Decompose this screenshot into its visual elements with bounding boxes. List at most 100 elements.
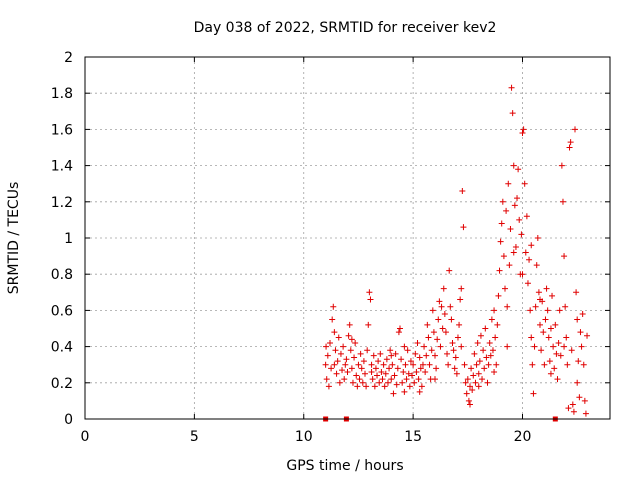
data-point	[565, 405, 572, 412]
data-point	[372, 365, 379, 372]
data-point	[523, 213, 530, 220]
data-point	[441, 311, 448, 318]
data-point	[395, 329, 402, 336]
data-point	[339, 367, 346, 374]
data-point	[449, 339, 456, 346]
data-point	[380, 361, 387, 368]
data-point	[353, 372, 360, 379]
data-point	[324, 352, 331, 359]
data-point	[421, 343, 428, 350]
data-point	[579, 311, 586, 318]
data-point	[491, 368, 498, 375]
data-point	[440, 285, 447, 292]
data-point	[509, 110, 516, 117]
data-point	[547, 370, 554, 377]
data-point	[347, 347, 354, 354]
data-point	[502, 285, 508, 292]
data-point	[401, 388, 408, 395]
data-point	[496, 267, 503, 274]
x-axis-label: GPS time / hours	[286, 458, 403, 474]
data-point	[538, 347, 545, 354]
data-point	[405, 370, 412, 377]
data-point	[465, 397, 472, 404]
data-point	[328, 365, 335, 372]
data-point	[473, 361, 480, 368]
data-point	[574, 379, 581, 386]
data-point	[576, 394, 583, 401]
data-point	[344, 368, 351, 375]
data-point	[511, 202, 518, 209]
data-point	[472, 379, 479, 386]
data-point	[581, 397, 588, 404]
data-point	[460, 224, 467, 231]
data-point	[557, 352, 564, 359]
data-point	[407, 358, 414, 365]
data-point	[555, 339, 562, 346]
y-tick-label: 1.8	[51, 86, 73, 102]
data-point	[434, 336, 441, 343]
data-point	[477, 332, 484, 339]
data-point	[489, 347, 496, 354]
data-point	[402, 361, 409, 368]
data-point	[568, 347, 575, 354]
data-point	[327, 339, 333, 346]
data-point	[428, 347, 435, 354]
data-point	[577, 329, 584, 336]
data-point	[354, 383, 361, 390]
data-point	[492, 334, 499, 341]
data-point	[533, 262, 540, 269]
data-point	[349, 379, 356, 386]
y-tick-label: 1.2	[51, 195, 73, 211]
data-point	[520, 126, 527, 133]
data-point	[522, 249, 529, 256]
data-point	[446, 267, 453, 274]
y-tick-label: 0.2	[51, 376, 73, 392]
data-point	[451, 365, 458, 372]
data-point	[575, 358, 582, 365]
data-point	[340, 343, 347, 350]
data-point	[503, 207, 510, 214]
data-point	[546, 358, 553, 365]
data-point	[323, 376, 330, 383]
data-point	[403, 376, 410, 383]
data-point	[528, 334, 535, 341]
data-point	[400, 368, 407, 375]
data-point	[406, 383, 413, 390]
data-point	[580, 361, 587, 368]
data-point	[479, 376, 486, 383]
data-point	[488, 316, 495, 323]
data-point	[382, 370, 389, 377]
data-point	[422, 368, 429, 375]
data-point	[336, 379, 343, 386]
data-point	[404, 347, 411, 354]
data-point	[348, 365, 355, 372]
data-point	[452, 354, 459, 361]
data-point	[563, 334, 570, 341]
data-point	[500, 253, 507, 260]
y-tick-label: 1	[64, 231, 73, 247]
data-point	[425, 334, 432, 341]
data-point	[475, 370, 482, 377]
data-point	[388, 376, 395, 383]
data-point	[559, 198, 566, 205]
data-point	[529, 361, 536, 368]
data-point	[439, 325, 446, 332]
data-point	[471, 350, 478, 357]
data-point	[516, 216, 523, 223]
data-point	[357, 350, 364, 357]
data-point	[562, 303, 569, 310]
data-point	[389, 361, 396, 368]
data-point	[543, 285, 550, 292]
data-point	[484, 379, 491, 386]
data-point	[530, 390, 537, 397]
data-point	[456, 321, 463, 328]
data-point	[411, 379, 418, 386]
data-point	[467, 383, 473, 390]
data-point	[360, 358, 367, 365]
data-point	[458, 343, 465, 350]
data-point	[335, 334, 342, 341]
data-point	[423, 352, 430, 359]
data-point	[332, 347, 339, 354]
data-point	[442, 329, 449, 336]
x-tick-label: 10	[295, 429, 313, 445]
